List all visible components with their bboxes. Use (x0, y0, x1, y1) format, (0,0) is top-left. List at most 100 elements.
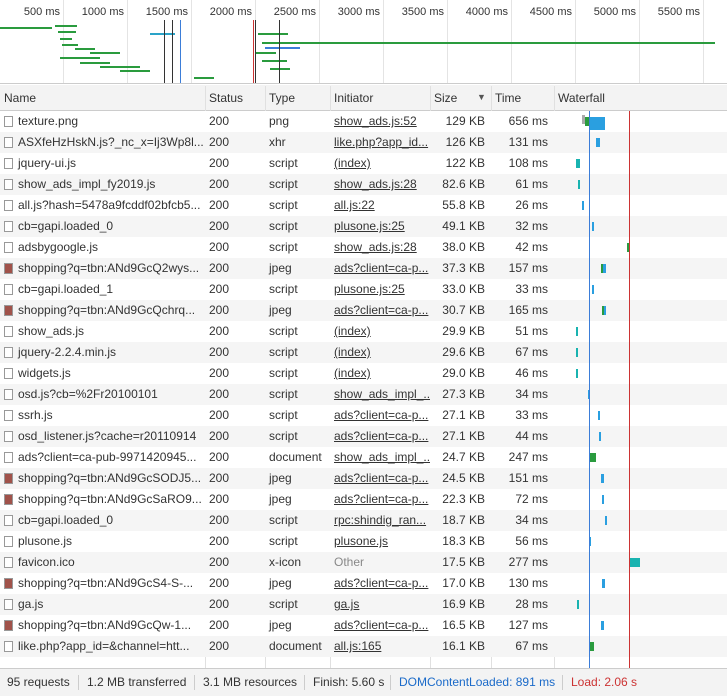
initiator-cell[interactable]: all.js:22 (334, 198, 375, 212)
waterfall-bar (590, 642, 594, 651)
request-row[interactable]: ssrh.js 200 script ads?client=ca-p... 27.1 K… (0, 405, 727, 426)
initiator-cell[interactable]: plusone.js:25 (334, 219, 405, 233)
initiator-cell[interactable]: show_ads_impl_... (334, 450, 430, 464)
initiator-cell[interactable]: show_ads.js:28 (334, 177, 417, 191)
status-cell: 200 (209, 471, 230, 485)
initiator-cell[interactable]: ads?client=ca-p... (334, 618, 429, 632)
request-row[interactable]: osd_listener.js?cache=r20110914 200 script… (0, 426, 727, 447)
initiator-cell[interactable]: show_ads.js:52 (334, 114, 417, 128)
overview-divider (319, 0, 320, 83)
status-cell: 200 (209, 534, 230, 548)
initiator-cell[interactable]: (index) (334, 324, 371, 338)
request-row[interactable]: jquery-2.2.4.min.js 200 script (index) 29.6 … (0, 342, 727, 363)
waterfall-bar (596, 138, 600, 147)
request-row[interactable]: shopping?q=tbn:ANd9GcSODJ5... 200 jpeg ads?… (0, 468, 727, 489)
request-row[interactable]: cb=gapi.loaded_1 200 script plusone.js:25 33… (0, 279, 727, 300)
request-row[interactable]: shopping?q=tbn:ANd9GcQw-1... 200 jpeg ads?c… (0, 615, 727, 636)
column-header[interactable]: Name (4, 91, 37, 105)
file-icon (4, 389, 13, 400)
initiator-cell[interactable]: ads?client=ca-p... (334, 576, 429, 590)
status-bar (0, 668, 727, 696)
column-header[interactable]: Status (209, 91, 244, 105)
request-row[interactable]: favicon.ico 200 x-icon Other 17.5 KB 277 ms (0, 552, 727, 573)
initiator-cell[interactable]: ads?client=ca-p... (334, 492, 429, 506)
status-cell: 200 (209, 555, 230, 569)
waterfall-bar (601, 264, 603, 273)
time-cell: 247 ms (508, 450, 548, 464)
initiator-cell[interactable]: (index) (334, 345, 371, 359)
initiator-cell[interactable]: rpc:shindig_ran... (334, 513, 427, 527)
request-row[interactable]: ASXfeHzHskN.js?_nc_x=Ij3Wp8l... 200 xhr lik… (0, 132, 727, 153)
request-row[interactable]: cb=gapi.loaded_0 200 script plusone.js:25 49… (0, 216, 727, 237)
size-cell: 30.7 KB (442, 303, 485, 317)
request-row[interactable]: jquery-ui.js 200 script (index) 122 KB 108 ms (0, 153, 727, 174)
request-row[interactable]: shopping?q=tbn:ANd9GcQ2wys... 200 jpeg ads?… (0, 258, 727, 279)
request-row[interactable]: ads?client=ca-pub-9971420945... 200 docume… (0, 447, 727, 468)
column-header[interactable]: Size (434, 91, 458, 105)
initiator-cell[interactable]: (index) (334, 366, 371, 380)
time-cell: 131 ms (508, 135, 548, 149)
request-row[interactable]: shopping?q=tbn:ANd9GcQchrq... 200 jpeg ads?… (0, 300, 727, 321)
request-row[interactable]: widgets.js 200 script (index) 29.0 KB 46 ms (0, 363, 727, 384)
column-header[interactable]: Type (269, 91, 296, 105)
request-row[interactable]: like.php?app_id=&channel=htt... 200 docume… (0, 636, 727, 657)
initiator-cell[interactable]: ads?client=ca-p... (334, 408, 429, 422)
overview: 500 ms 1000 ms 1500 ms 2000 ms 2500 ms 3000 m… (0, 0, 727, 84)
request-row[interactable]: ga.js 200 script ga.js 16.9 KB 28 ms (0, 594, 727, 615)
request-row[interactable]: texture.png 200 png show_ads.js:52 129 KB 656… (0, 111, 727, 132)
request-row[interactable]: shopping?q=tbn:ANd9GcS4-S-... 200 jpeg ads?… (0, 573, 727, 594)
initiator-cell[interactable]: show_ads.js:28 (334, 240, 417, 254)
overview-tick-label: 3000 ms (337, 6, 380, 18)
overview-divider (383, 0, 384, 83)
overview-marker (172, 20, 173, 83)
initiator-cell[interactable]: ga.js (334, 597, 360, 611)
initiator-cell[interactable]: (index) (334, 156, 371, 170)
initiator-cell[interactable]: plusone.js:25 (334, 282, 405, 296)
size-cell: 49.1 KB (442, 219, 485, 233)
waterfall-bar (582, 115, 585, 124)
file-icon (4, 263, 13, 274)
initiator-cell[interactable]: show_ads_impl_... (334, 387, 430, 401)
file-icon (4, 578, 13, 589)
size-cell: 55.8 KB (442, 198, 485, 212)
request-row[interactable]: all.js?hash=5478a9fcddf02bfcb5... 200 scri… (0, 195, 727, 216)
request-row[interactable]: plusone.js 200 script plusone.js 18.3 KB 56 m… (0, 531, 727, 552)
name-cell: cb=gapi.loaded_1 (18, 282, 114, 296)
waterfall-bar (578, 180, 580, 189)
name-cell: osd.js?cb=%2Fr20100101 (18, 387, 158, 401)
type-cell: script (269, 156, 298, 170)
size-cell: 29.0 KB (442, 366, 485, 380)
request-row[interactable]: adsbygoogle.js 200 script show_ads.js:28 38.… (0, 237, 727, 258)
request-row[interactable]: osd.js?cb=%2Fr20100101 200 script show_ads_… (0, 384, 727, 405)
overview-marker (253, 20, 254, 83)
file-icon (4, 347, 13, 358)
initiator-cell[interactable]: plusone.js (334, 534, 389, 548)
initiator-cell[interactable]: ads?client=ca-p... (334, 471, 429, 485)
request-row[interactable]: show_ads_impl_fy2019.js 200 script show_ads… (0, 174, 727, 195)
size-cell: 27.3 KB (442, 387, 485, 401)
column-header[interactable]: Waterfall (558, 91, 605, 105)
request-row[interactable]: show_ads.js 200 script (index) 29.9 KB 51 ms (0, 321, 727, 342)
time-cell: 127 ms (508, 618, 548, 632)
type-cell: script (269, 429, 298, 443)
name-cell: shopping?q=tbn:ANd9GcQchrq... (18, 303, 196, 317)
status-cell: 200 (209, 156, 230, 170)
waterfall-bar (601, 621, 604, 630)
waterfall-bar (582, 201, 584, 210)
waterfall-bar (577, 600, 579, 609)
initiator-cell[interactable]: ads?client=ca-p... (334, 303, 429, 317)
initiator-cell[interactable]: all.js:165 (334, 639, 382, 653)
initiator-cell[interactable]: like.php?app_id... (334, 135, 429, 149)
status-item: 3.1 MB resources (203, 675, 298, 689)
waterfall-bar (601, 474, 604, 483)
time-cell: 56 ms (515, 534, 548, 548)
overview-tick-label: 5000 ms (593, 6, 636, 18)
column-header[interactable]: Initiator (334, 91, 374, 105)
waterfall-bar (602, 495, 604, 504)
request-row[interactable]: cb=gapi.loaded_0 200 script rpc:shindig_ran… (0, 510, 727, 531)
waterfall-bar (605, 516, 607, 525)
request-row[interactable]: shopping?q=tbn:ANd9GcSaRO9... 200 jpeg ads?… (0, 489, 727, 510)
initiator-cell[interactable]: ads?client=ca-p... (334, 429, 429, 443)
initiator-cell[interactable]: ads?client=ca-p... (334, 261, 429, 275)
column-header[interactable]: Time (495, 91, 522, 105)
